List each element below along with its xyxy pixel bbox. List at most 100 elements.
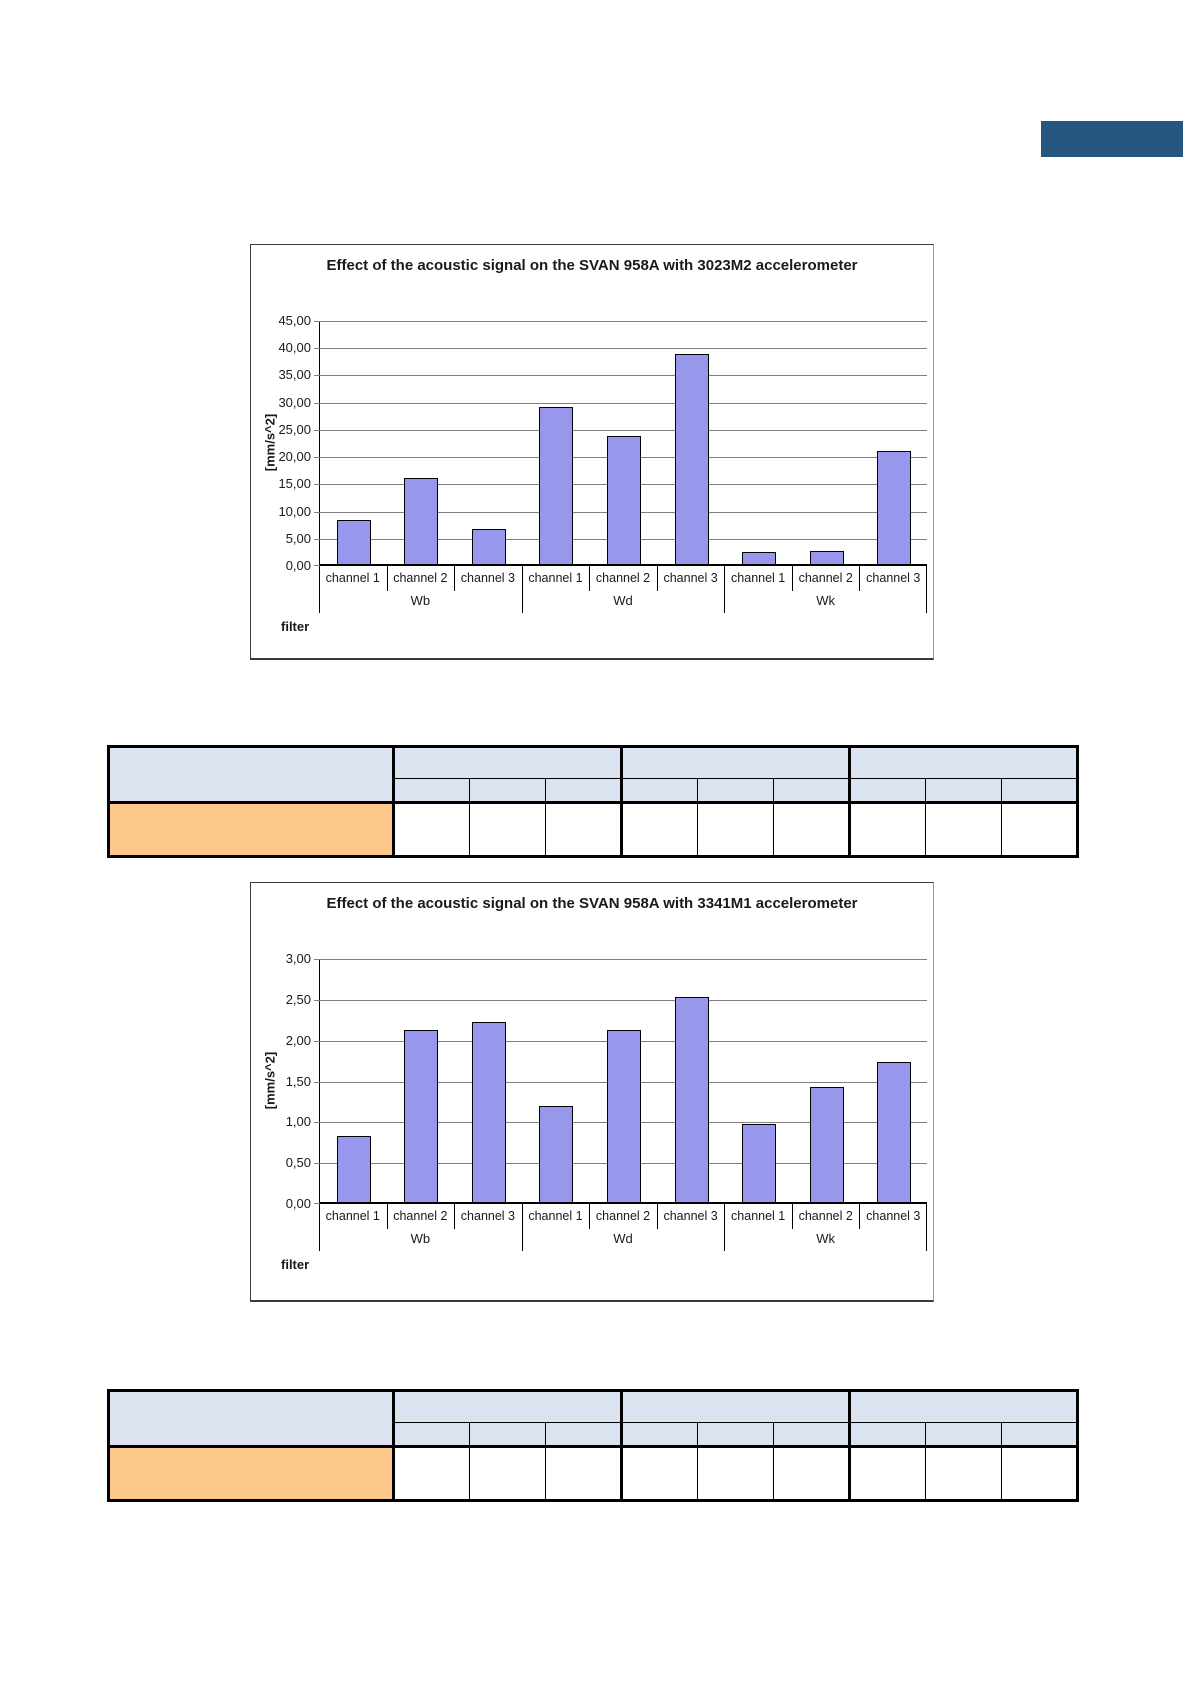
category-label: channel 2 xyxy=(798,1209,853,1223)
x-axis-label: filter xyxy=(281,1257,310,1272)
category-label: channel 3 xyxy=(866,1209,921,1223)
y-tick-label: 0,00 xyxy=(285,558,311,573)
bar xyxy=(607,435,641,564)
bar xyxy=(404,1029,439,1202)
y-tick-label: 1,00 xyxy=(285,1114,311,1130)
table-data-cell xyxy=(620,1445,698,1501)
gridline xyxy=(314,402,927,404)
bar xyxy=(336,1135,371,1202)
table-data-cell xyxy=(925,1445,1002,1501)
bar xyxy=(607,1029,641,1202)
axis-separator xyxy=(791,1204,793,1229)
table-sub-header-cell xyxy=(545,1422,622,1447)
gridline xyxy=(314,1203,320,1204)
gridline xyxy=(314,348,927,350)
y-tick-label: 0,00 xyxy=(285,1196,311,1211)
y-tick-label: 3,00 xyxy=(285,951,311,966)
table-group-header-cell xyxy=(848,746,1078,779)
y-tick-label: 40,00 xyxy=(278,340,311,356)
table-group-header-cell xyxy=(848,1390,1078,1423)
group-label: Wb xyxy=(410,593,431,608)
table-data-cell xyxy=(697,1445,774,1501)
bar xyxy=(471,1022,506,1202)
bar xyxy=(471,528,506,564)
table-data-cell xyxy=(392,1445,470,1501)
y-tick-label: 1,50 xyxy=(285,1073,311,1089)
bar xyxy=(742,1123,777,1202)
bar xyxy=(809,550,844,564)
bar xyxy=(877,1062,912,1202)
axis-separator xyxy=(724,566,726,613)
gridline xyxy=(314,565,320,566)
gridline xyxy=(314,321,927,322)
category-label: channel 2 xyxy=(595,1209,651,1223)
table-data-cell xyxy=(1001,1445,1078,1501)
table-left-header-cell xyxy=(108,746,394,803)
table-row-label-cell xyxy=(108,801,394,857)
table-sub-header-cell xyxy=(848,1422,926,1447)
axis-separator xyxy=(386,566,388,591)
chart-title: Effect of the acoustic signal on the SVA… xyxy=(326,895,858,912)
category-label: channel 2 xyxy=(595,571,651,585)
axis-separator xyxy=(386,1204,388,1229)
header-accent-bar xyxy=(1041,121,1183,157)
category-label: channel 3 xyxy=(663,571,718,585)
y-tick-label: 35,00 xyxy=(278,367,311,383)
table-data-cell xyxy=(469,801,546,857)
y-tick-label: 5,00 xyxy=(285,530,311,546)
axis-separator xyxy=(926,1204,927,1251)
axis-separator xyxy=(859,566,861,591)
table-sub-header-cell xyxy=(1001,1422,1078,1447)
gridline xyxy=(314,959,927,960)
table-data-cell xyxy=(469,1445,546,1501)
table-data-cell xyxy=(392,801,470,857)
category-label: channel 1 xyxy=(528,1209,583,1223)
table-sub-header-cell xyxy=(620,1422,698,1447)
group-labels: Wb Wd Wk xyxy=(319,1229,927,1251)
group-label: Wb xyxy=(410,1231,431,1246)
axis-separator xyxy=(656,1204,658,1229)
axis-separator xyxy=(521,566,523,613)
gridline xyxy=(314,999,927,1001)
table-sub-header-cell xyxy=(392,778,470,803)
bar xyxy=(674,353,709,564)
axis-separator xyxy=(724,1204,726,1251)
x-axis-label: filter xyxy=(281,619,310,634)
category-label: channel 1 xyxy=(528,571,583,585)
axis-separator xyxy=(589,566,591,591)
table-left-header-cell xyxy=(108,1390,394,1447)
y-axis-label: [mm/s^2] xyxy=(262,413,278,472)
chart-title: Effect of the acoustic signal on the SVA… xyxy=(326,257,858,274)
table-sub-header-cell xyxy=(697,1422,774,1447)
group-label: Wk xyxy=(816,593,836,608)
category-label: channel 1 xyxy=(731,1209,786,1223)
table-sub-header-cell xyxy=(1001,778,1078,803)
bar xyxy=(336,519,371,564)
category-label: channel 2 xyxy=(798,571,853,585)
y-tick-label: 2,00 xyxy=(285,1032,311,1048)
category-label: channel 1 xyxy=(325,571,380,585)
bar xyxy=(674,997,709,1202)
y-tick-label: 0,50 xyxy=(285,1155,311,1171)
bar xyxy=(404,477,439,564)
table-data-cell xyxy=(697,801,774,857)
table-group-header-cell xyxy=(620,746,850,779)
measurement-table xyxy=(107,1389,1079,1502)
table-data-cell xyxy=(620,801,698,857)
table-sub-header-cell xyxy=(620,778,698,803)
axis-separator xyxy=(791,566,793,591)
category-label: channel 3 xyxy=(460,571,516,585)
table-data-cell xyxy=(773,801,850,857)
table-sub-header-cell xyxy=(545,778,622,803)
category-label: channel 3 xyxy=(866,571,921,585)
gridline xyxy=(314,375,927,377)
table-sub-header-cell xyxy=(697,778,774,803)
category-label: channel 1 xyxy=(325,1209,380,1223)
results-table-1 xyxy=(107,745,1079,858)
table-sub-header-cell xyxy=(773,778,850,803)
category-labels: channel 1 channel 2 channel 3 channel 1 chan… xyxy=(319,566,927,591)
chart-3023m2-accelerometer: Effect of the acoustic signal on the SVA… xyxy=(250,244,934,660)
results-table-2 xyxy=(107,1389,1079,1502)
y-tick-label: 2,50 xyxy=(285,991,311,1007)
